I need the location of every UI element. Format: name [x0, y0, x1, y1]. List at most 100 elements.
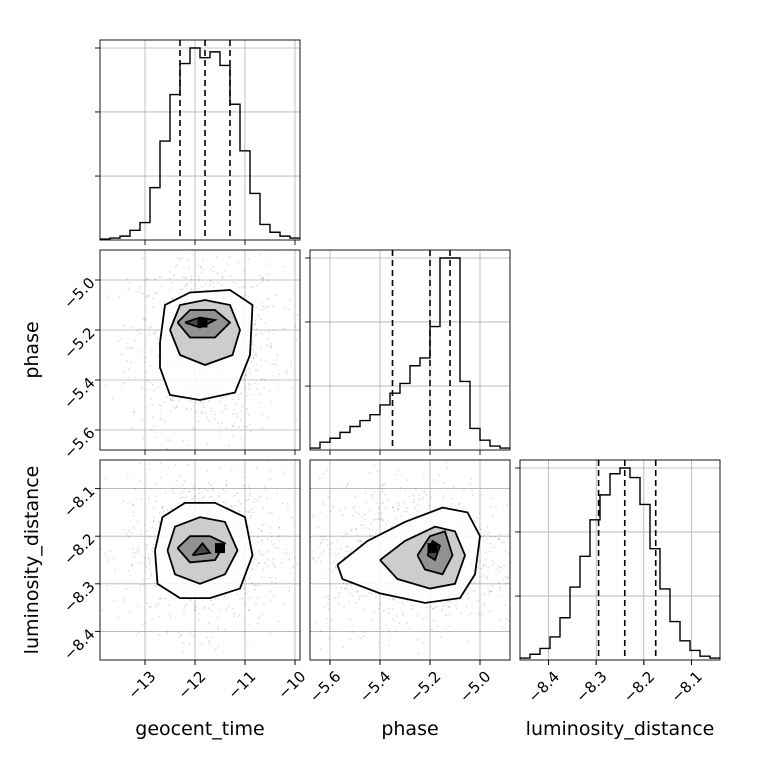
scatter-dot: [173, 274, 175, 276]
scatter-dot: [507, 577, 510, 580]
scatter-dot: [300, 624, 302, 626]
scatter-dot: [378, 603, 381, 606]
scatter-dot: [364, 595, 367, 598]
scatter-dot: [255, 467, 258, 470]
scatter-dot: [417, 638, 420, 641]
scatter-dot: [159, 417, 162, 420]
scatter-dot: [209, 279, 212, 282]
scatter-dot: [480, 568, 483, 570]
scatter-dot: [322, 472, 325, 475]
scatter-dot: [123, 596, 125, 599]
scatter-dot: [406, 479, 408, 481]
scatter-dot: [499, 537, 501, 540]
scatter-dot: [121, 388, 124, 391]
scatter-dot: [269, 632, 272, 635]
scatter-dot: [328, 568, 331, 571]
scatter-dot: [211, 266, 214, 268]
scatter-dot: [308, 563, 310, 565]
scatter-dot: [488, 590, 491, 592]
scatter-dot: [90, 618, 92, 620]
scatter-dot: [498, 570, 501, 573]
scatter-dot: [127, 570, 130, 573]
scatter-dot: [194, 609, 197, 611]
scatter-dot: [203, 487, 206, 490]
scatter-dot: [391, 505, 394, 508]
xlabel-phase: phase: [381, 718, 438, 740]
scatter-dot: [467, 597, 469, 600]
scatter-dot: [139, 480, 142, 482]
contour-line-1: [379, 525, 466, 590]
scatter-dot: [158, 520, 160, 523]
scatter-dot: [225, 395, 228, 398]
scatter-dot: [230, 505, 232, 508]
scatter-dot: [164, 597, 167, 600]
scatter-dot: [242, 285, 245, 288]
scatter-dot: [231, 424, 234, 427]
scatter-dot: [169, 505, 172, 508]
scatter-dot: [425, 617, 428, 619]
scatter-dot: [147, 468, 150, 471]
scatter-dot: [150, 572, 153, 575]
scatter-dot: [208, 281, 211, 283]
scatter-dot: [198, 472, 200, 474]
panel-0-ytick-label-3: −5.0: [60, 274, 98, 312]
scatter-dot: [369, 592, 372, 595]
scatter-dot: [159, 462, 162, 464]
scatter-dot: [492, 515, 494, 517]
scatter-dot: [350, 548, 353, 551]
scatter-dot: [517, 570, 519, 572]
scatter-dot: [262, 280, 264, 283]
scatter-dot: [281, 561, 284, 564]
scatter-dot: [123, 382, 125, 384]
scatter-dot: [198, 500, 201, 502]
scatter-dot: [284, 307, 287, 309]
scatter-dot: [397, 508, 399, 511]
scatter-dot: [166, 497, 168, 499]
scatter-dot: [255, 352, 258, 355]
scatter-dot: [193, 604, 196, 607]
scatter-dot: [260, 301, 263, 304]
scatter-dot: [288, 590, 291, 593]
scatter-dot: [248, 367, 250, 370]
scatter-dot: [236, 415, 239, 418]
scatter-dot: [395, 473, 398, 476]
scatter-dot: [198, 497, 201, 500]
scatter-dot: [254, 382, 257, 385]
scatter-dot: [364, 518, 367, 521]
scatter-dot: [257, 314, 260, 317]
scatter-dot: [436, 625, 439, 628]
scatter-dot: [442, 494, 445, 497]
scatter-dot: [207, 482, 210, 485]
scatter-dot: [237, 286, 240, 289]
scatter-dot: [127, 287, 130, 290]
scatter-dot: [216, 628, 219, 631]
panel-1-xtick-label-2: −11: [224, 668, 259, 703]
scatter-dot: [228, 237, 230, 239]
scatter-dot: [485, 575, 487, 578]
scatter-dot: [313, 562, 315, 564]
scatter-dot: [373, 497, 375, 500]
scatter-dot: [120, 338, 123, 340]
scatter-dot: [224, 404, 226, 407]
scatter-dot: [447, 606, 450, 608]
scatter-dot: [213, 499, 215, 501]
scatter-dot: [349, 530, 352, 533]
scatter-dot: [320, 541, 323, 544]
scatter-dot: [125, 588, 128, 590]
scatter-dot: [154, 330, 157, 333]
scatter-dot: [189, 490, 191, 493]
scatter-dot: [232, 608, 234, 610]
scatter-dot: [480, 494, 483, 496]
scatter-dot: [489, 542, 492, 545]
scatter-dot: [144, 621, 147, 624]
scatter-dot: [273, 563, 276, 566]
scatter-dot: [170, 399, 173, 402]
scatter-dot: [143, 360, 146, 363]
scatter-dot: [262, 603, 265, 605]
scatter-dot: [148, 535, 151, 538]
scatter-dot: [482, 563, 485, 566]
scatter-dot: [379, 517, 382, 520]
scatter-dot: [241, 245, 243, 247]
scatter-dot: [217, 496, 220, 498]
scatter-dot: [230, 505, 233, 508]
